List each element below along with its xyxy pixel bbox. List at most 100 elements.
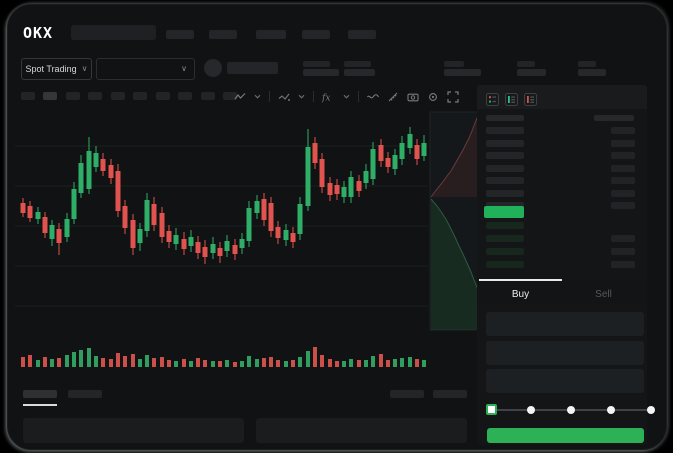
- ask-amount-placeholder: [611, 177, 635, 184]
- bottom-tab[interactable]: [390, 390, 424, 398]
- nav-item-placeholder[interactable]: [302, 30, 330, 39]
- ticker-stat-value: [303, 69, 339, 76]
- last-price-badge: [484, 206, 524, 218]
- bottom-table-placeholder: [256, 418, 467, 443]
- timeframe-button[interactable]: [66, 92, 80, 100]
- slider-stop[interactable]: [647, 406, 655, 414]
- compare-icon[interactable]: [278, 90, 290, 104]
- okx-logo[interactable]: OKX: [23, 24, 54, 42]
- slider-stop[interactable]: [567, 406, 575, 414]
- chevron-down-icon[interactable]: [254, 90, 261, 104]
- ticker-stat-label: [303, 61, 330, 67]
- market-type-selector[interactable]: Spot Trading ∨: [21, 58, 92, 80]
- ticker-stat-label: [344, 61, 371, 67]
- ask-price-placeholder[interactable]: [486, 165, 524, 172]
- ticker-stat-label: [517, 61, 535, 67]
- slider-handle[interactable]: [486, 404, 497, 415]
- ob-bids-icon[interactable]: [505, 93, 518, 111]
- pair-name-placeholder: [227, 62, 278, 74]
- order-form-field[interactable]: [486, 341, 644, 365]
- buy-submit-button[interactable]: [487, 428, 644, 443]
- bid-price-placeholder[interactable]: [486, 248, 524, 255]
- order-form-field[interactable]: [486, 312, 644, 336]
- screen-content: OKX Spot Trading ∨ ∨ fx: [8, 5, 666, 449]
- timeframe-button[interactable]: [133, 92, 147, 100]
- ask-amount-placeholder: [611, 127, 635, 134]
- bid-price-placeholder[interactable]: [486, 235, 524, 242]
- indicators-icon[interactable]: fx: [322, 90, 335, 104]
- bottom-table-placeholder: [23, 418, 244, 443]
- coin-avatar: [204, 59, 222, 77]
- ask-price-placeholder[interactable]: [486, 127, 524, 134]
- toolbar-divider: [313, 91, 314, 102]
- ob-combined-icon[interactable]: [486, 93, 499, 111]
- ticker-stat-value: [517, 69, 546, 76]
- line-tool-icon[interactable]: [367, 90, 379, 104]
- orderbook-col-header: [486, 115, 524, 121]
- ask-amount-placeholder: [611, 152, 635, 159]
- ask-price-placeholder[interactable]: [486, 177, 524, 184]
- bottom-tab[interactable]: [23, 390, 57, 398]
- nav-item-placeholder[interactable]: [166, 30, 194, 39]
- bid-price-placeholder[interactable]: [486, 222, 524, 229]
- candlestick-chart: [15, 111, 480, 367]
- slider-stop[interactable]: [607, 406, 615, 414]
- bottom-tab[interactable]: [68, 390, 102, 398]
- bottom-tab[interactable]: [433, 390, 467, 398]
- bid-price-placeholder[interactable]: [486, 261, 524, 268]
- ask-amount-placeholder: [611, 190, 635, 197]
- timeframe-button[interactable]: [178, 92, 192, 100]
- timeframe-button[interactable]: [223, 92, 237, 100]
- orderbook-view-toggles: [486, 93, 537, 111]
- bid-amount-placeholder: [611, 261, 635, 268]
- timeframe-button[interactable]: [43, 92, 57, 100]
- nav-item-placeholder[interactable]: [348, 30, 376, 39]
- chevron-down-icon[interactable]: [343, 90, 350, 104]
- measure-icon[interactable]: [387, 90, 399, 104]
- ask-amount-placeholder: [611, 165, 635, 172]
- bid-amount-placeholder: [611, 248, 635, 255]
- nav-item-placeholder[interactable]: [256, 30, 286, 39]
- fullscreen-icon[interactable]: [447, 90, 459, 104]
- pair-selector[interactable]: ∨: [96, 58, 195, 80]
- search-input[interactable]: [71, 25, 156, 40]
- tab-sell[interactable]: Sell: [595, 289, 612, 300]
- ask-price-placeholder[interactable]: [486, 202, 524, 209]
- orderbook-col-header: [594, 115, 634, 121]
- toolbar-divider: [269, 91, 270, 102]
- device-frame: OKX Spot Trading ∨ ∨ fx: [7, 4, 667, 450]
- ask-amount-placeholder: [611, 140, 635, 147]
- chart-toolbar-icons: fx: [234, 89, 459, 104]
- tab-buy[interactable]: Buy: [511, 289, 530, 300]
- timeframe-button[interactable]: [201, 92, 215, 100]
- timeframe-button[interactable]: [156, 92, 170, 100]
- trade-tabs-strip: [477, 279, 647, 305]
- timeframe-button[interactable]: [88, 92, 102, 100]
- ask-price-placeholder[interactable]: [486, 140, 524, 147]
- active-tab-indicator: [479, 279, 562, 281]
- timeframe-button[interactable]: [21, 92, 35, 100]
- bid-amount-placeholder: [611, 235, 635, 242]
- svg-text:fx: fx: [322, 93, 330, 103]
- ask-price-placeholder[interactable]: [486, 152, 524, 159]
- toolbar-divider: [358, 91, 359, 102]
- ask-price-placeholder[interactable]: [486, 190, 524, 197]
- chevron-down-icon: ∨: [81, 64, 88, 73]
- nav-item-placeholder[interactable]: [209, 30, 237, 39]
- market-type-label: Spot Trading: [25, 64, 77, 74]
- slider-stop[interactable]: [527, 406, 535, 414]
- ob-asks-icon[interactable]: [524, 93, 537, 111]
- ticker-stat-label: [578, 61, 596, 67]
- timeframe-button[interactable]: [111, 92, 125, 100]
- ticker-stat-value: [344, 69, 375, 76]
- ticker-stat-value: [444, 69, 481, 76]
- settings-icon[interactable]: [427, 90, 439, 104]
- order-form-field[interactable]: [486, 369, 644, 393]
- candle-style-icon[interactable]: [234, 90, 246, 104]
- ticker-stat-value: [578, 69, 606, 76]
- bottom-tab-underline: [23, 404, 57, 406]
- chevron-down-icon: ∨: [181, 64, 187, 73]
- chevron-down-icon[interactable]: [298, 90, 305, 104]
- camera-icon[interactable]: [407, 90, 419, 104]
